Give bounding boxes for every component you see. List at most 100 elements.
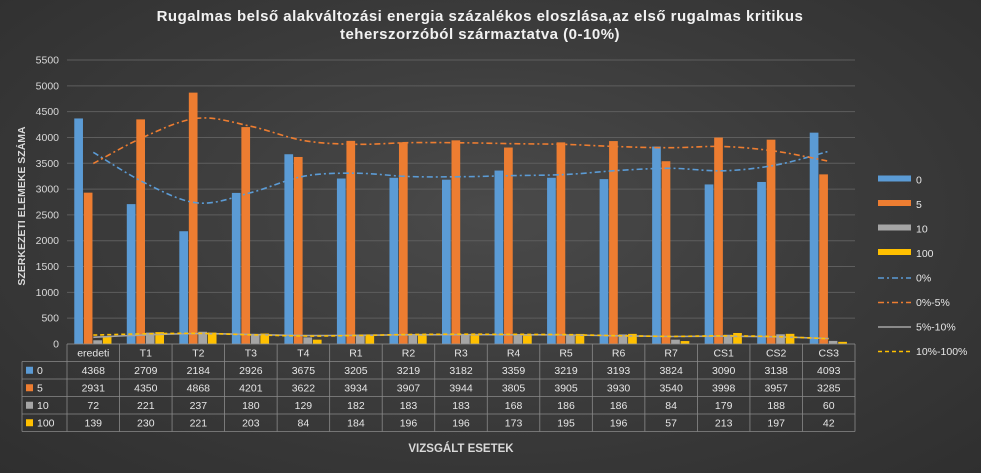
bar-10 xyxy=(513,335,523,344)
table-cell: 3944 xyxy=(449,383,473,395)
bar-5 xyxy=(661,161,671,344)
table-cell: 3182 xyxy=(449,365,473,377)
bar-0 xyxy=(284,154,294,344)
table-cell: 2931 xyxy=(82,383,106,395)
table-cell: 184 xyxy=(347,418,365,430)
table-legend-key-5 xyxy=(26,384,33,392)
table-cell: 3219 xyxy=(554,365,578,377)
bar-10 xyxy=(198,331,208,344)
bar-0 xyxy=(704,184,714,344)
bar-0 xyxy=(389,177,399,344)
x-tick-label: R3 xyxy=(454,348,468,360)
table-cell: 3219 xyxy=(397,365,421,377)
table-cell: 4868 xyxy=(187,383,211,395)
bar-0 xyxy=(336,178,346,344)
table-cell: 3540 xyxy=(659,383,683,395)
table-cell: 3907 xyxy=(397,383,421,395)
table-legend-key-10 xyxy=(26,401,33,409)
bar-0 xyxy=(126,204,136,344)
table-cell: 188 xyxy=(767,400,785,412)
table-legend-key-0 xyxy=(26,366,33,374)
legend-label: 0% xyxy=(916,273,931,285)
legend-label: 5 xyxy=(916,199,922,211)
y-tick-label: 1500 xyxy=(36,261,60,273)
x-axis-label: VIZSGÁLT ESETEK xyxy=(408,442,514,455)
bar-100 xyxy=(207,332,217,344)
bar-100 xyxy=(155,332,164,344)
table-cell: 2926 xyxy=(239,365,263,377)
y-tick-label: 0 xyxy=(53,339,59,351)
bar-100 xyxy=(628,333,637,344)
bar-10 xyxy=(250,334,260,344)
table-cell: 3934 xyxy=(344,383,368,395)
bar-5 xyxy=(819,174,828,344)
bar-100 xyxy=(733,333,742,344)
legend-label: 10%-100% xyxy=(916,346,967,358)
table-cell: 196 xyxy=(610,418,628,430)
table-cell: 3193 xyxy=(607,365,631,377)
y-tick-label: 3000 xyxy=(36,184,60,196)
x-tick-label: CS2 xyxy=(766,348,787,360)
table-cell: 3205 xyxy=(344,365,368,377)
x-tick-label: R4 xyxy=(507,348,521,360)
table-row-label: 100 xyxy=(37,418,55,430)
x-tick-label: R7 xyxy=(664,348,678,360)
bar-5 xyxy=(293,156,303,344)
bar-5 xyxy=(136,119,145,344)
bar-10 xyxy=(618,334,628,344)
table-row-label: 5 xyxy=(37,383,43,395)
y-tick-label: 5500 xyxy=(36,55,60,67)
bar-5 xyxy=(83,192,93,344)
table-cell: 203 xyxy=(242,418,260,430)
bar-100 xyxy=(470,333,480,344)
table-cell: 3998 xyxy=(712,383,736,395)
bar-0 xyxy=(179,231,189,344)
table-cell: 4093 xyxy=(817,365,841,377)
table-cell: 213 xyxy=(715,418,733,430)
bar-100 xyxy=(417,333,427,344)
bar-0 xyxy=(652,146,661,344)
bar-10 xyxy=(566,334,575,344)
bar-10 xyxy=(303,337,313,344)
table-cell: 179 xyxy=(715,400,733,412)
y-tick-label: 5000 xyxy=(36,80,60,92)
x-tick-label: R6 xyxy=(612,348,626,360)
table-cell: 196 xyxy=(400,418,418,430)
legend-label: 10 xyxy=(916,224,928,236)
bar-5 xyxy=(398,142,408,344)
y-axis-label: SZERKEZETI ELEMEKE SZÁMA xyxy=(15,126,28,286)
legend-swatch-5 xyxy=(878,200,911,206)
table-cell: 4201 xyxy=(239,383,263,395)
bar-0 xyxy=(809,132,819,344)
x-tick-label: T1 xyxy=(140,348,152,360)
bar-5 xyxy=(504,147,513,344)
legend-label: 100 xyxy=(916,248,934,260)
table-cell: 72 xyxy=(87,400,99,412)
y-tick-label: 500 xyxy=(41,313,59,325)
table-cell: 2184 xyxy=(187,365,211,377)
bar-0 xyxy=(74,118,83,344)
bar-100 xyxy=(365,334,375,344)
table-cell: 4368 xyxy=(82,365,106,377)
table-cell: 230 xyxy=(137,418,155,430)
table-cell: 3930 xyxy=(607,383,631,395)
chart-title-line2: teherszorzóból származtatva (0-10%) xyxy=(339,26,621,43)
table-cell: 197 xyxy=(767,418,785,430)
bar-100 xyxy=(260,333,270,344)
legend-label: 5%-10% xyxy=(916,322,956,334)
bar-100 xyxy=(575,333,585,344)
table-cell: 3957 xyxy=(765,383,789,395)
bar-10 xyxy=(93,340,102,344)
bar-10 xyxy=(145,332,155,344)
bar-100 xyxy=(102,336,112,344)
y-tick-label: 1000 xyxy=(36,287,60,299)
table-cell: 139 xyxy=(85,418,103,430)
bar-10 xyxy=(828,340,838,344)
table-cell: 4350 xyxy=(134,383,158,395)
x-tick-label: T4 xyxy=(297,348,309,360)
table-cell: 168 xyxy=(505,400,523,412)
table-row-label: 0 xyxy=(37,365,43,377)
table-cell: 3824 xyxy=(659,365,683,377)
trendline-10%-100% xyxy=(93,332,829,340)
